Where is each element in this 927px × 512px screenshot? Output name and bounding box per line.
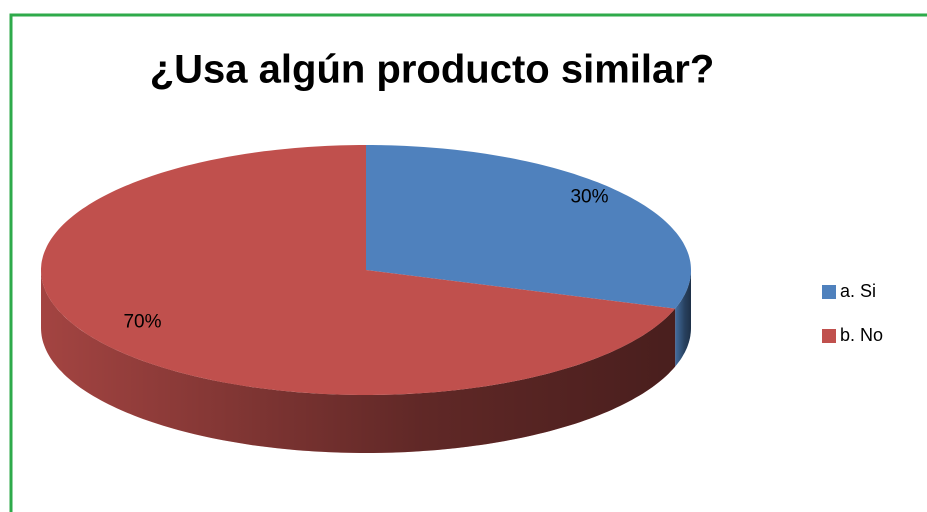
pie-side-shade <box>675 270 691 367</box>
chart-border <box>9 13 927 512</box>
data-label: 70% <box>123 311 161 332</box>
legend-label: a. Si <box>840 281 876 301</box>
legend-swatch <box>822 329 836 343</box>
pie-slice <box>366 145 691 309</box>
pie-slice <box>41 145 676 395</box>
legend-swatch <box>822 285 836 299</box>
chart-title: ¿Usa algún producto similar? <box>150 48 715 92</box>
pie-side-shade <box>41 270 676 453</box>
data-label: 30% <box>570 187 608 208</box>
legend-label: b. No <box>840 325 883 345</box>
